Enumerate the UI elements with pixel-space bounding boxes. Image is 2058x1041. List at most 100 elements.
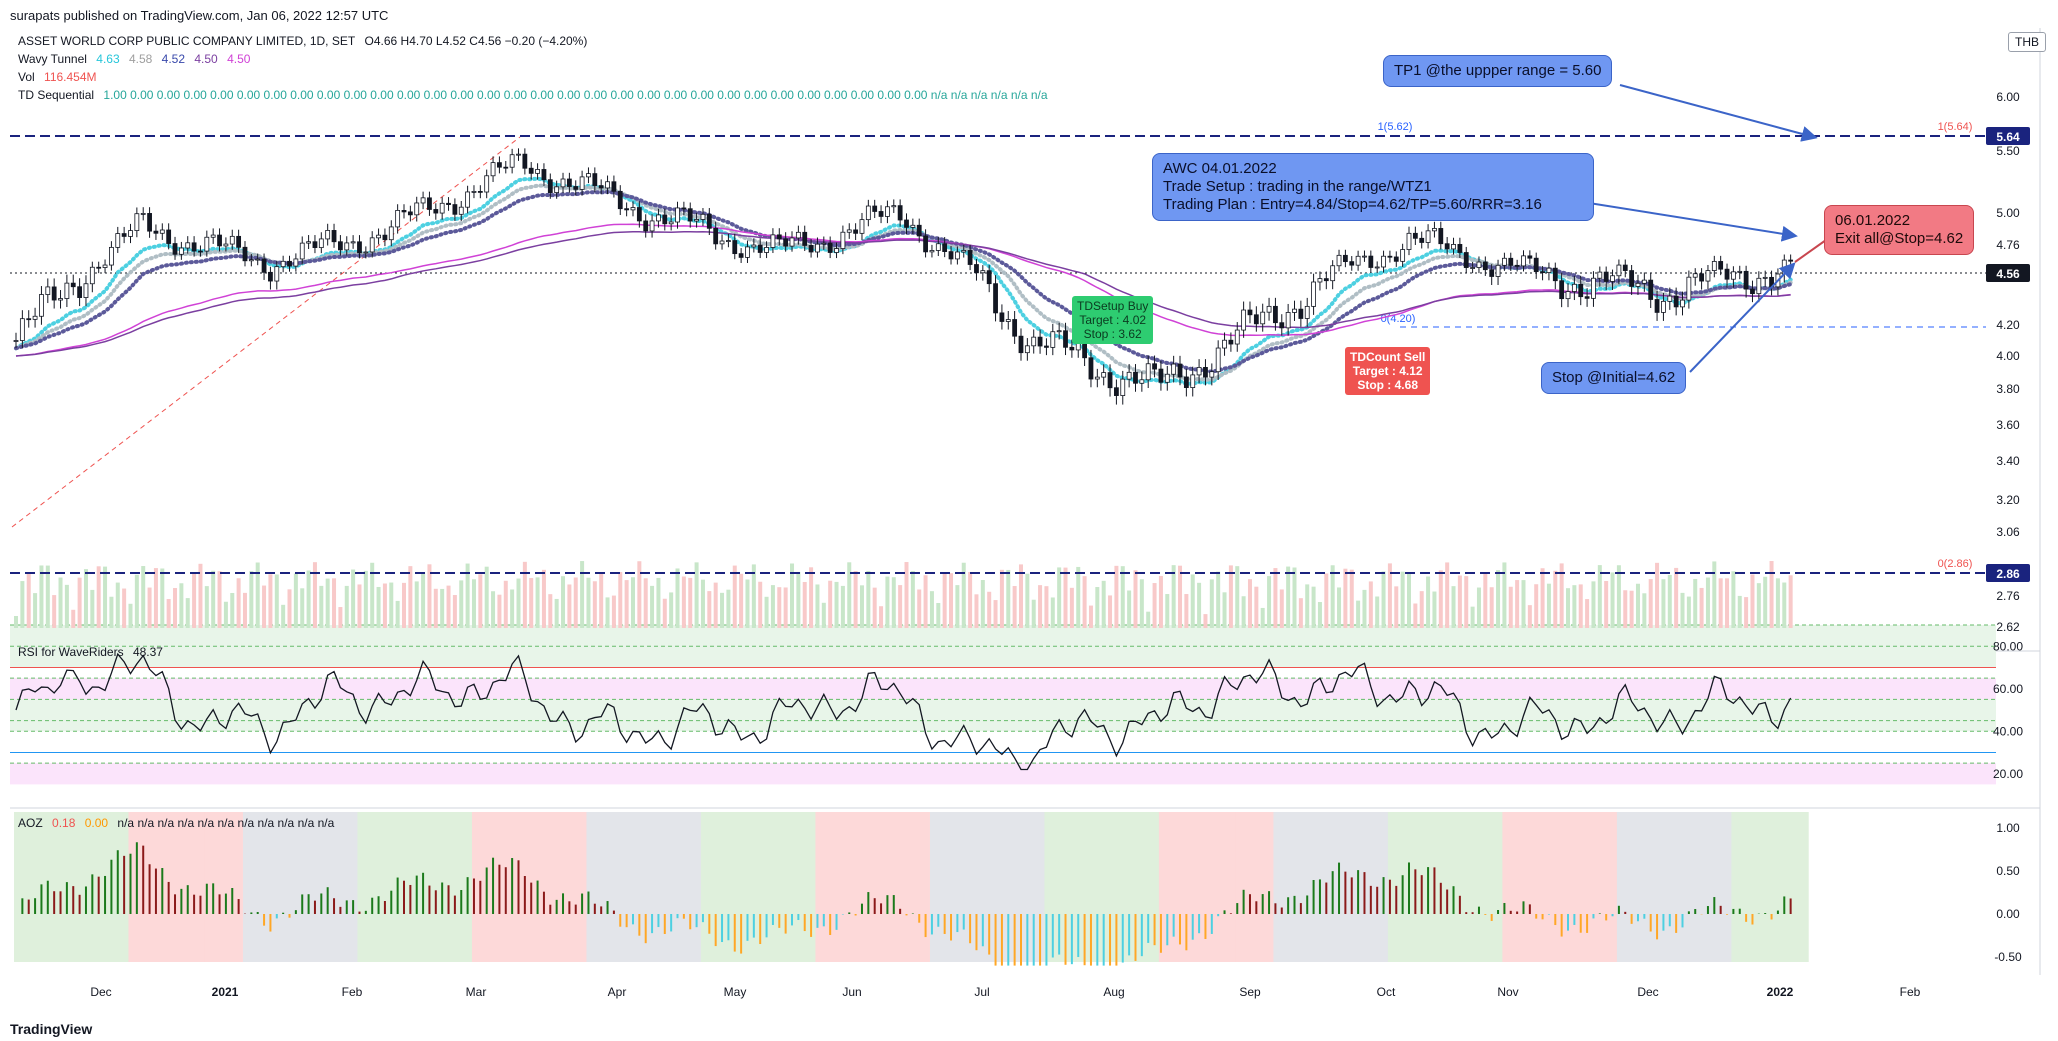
volume-bar bbox=[1337, 587, 1342, 628]
candle-body bbox=[853, 229, 859, 234]
volume-bar bbox=[548, 594, 553, 628]
vol-label: Vol bbox=[18, 70, 35, 84]
volume-bar bbox=[1139, 579, 1144, 628]
volume-bar bbox=[573, 577, 578, 628]
rsi-tick-label: 20.00 bbox=[1993, 767, 2023, 781]
volume-bar bbox=[300, 588, 305, 628]
volume-bar bbox=[192, 572, 197, 628]
vol-legend[interactable]: Vol 116.454M bbox=[18, 70, 103, 84]
candle-body bbox=[128, 230, 133, 237]
volume-bar bbox=[236, 578, 241, 628]
volume-bar bbox=[1750, 574, 1755, 628]
candle-body bbox=[516, 153, 521, 156]
volume-bar bbox=[1171, 565, 1176, 628]
tdsetup-buy-tag[interactable]: TDSetup Buy Target : 4.02 Stop : 3.62 bbox=[1072, 296, 1154, 344]
td-legend[interactable]: TD Sequential 1.00 0.00 0.00 0.00 0.00 0… bbox=[18, 88, 1054, 102]
stop-note[interactable]: Stop @Initial=4.62 bbox=[1541, 362, 1687, 394]
candle-body bbox=[388, 226, 394, 241]
candle-body bbox=[1641, 279, 1647, 284]
tradingview-logo[interactable]: TradingView bbox=[10, 1021, 93, 1037]
volume-bar bbox=[1165, 594, 1170, 628]
volume-bar bbox=[1699, 587, 1704, 628]
volume-bar bbox=[325, 578, 330, 628]
volume-bar bbox=[173, 588, 178, 628]
candle-body bbox=[745, 246, 750, 258]
tdcount-sell-tag[interactable]: TDCount Sell Target : 4.12 Stop : 4.68 bbox=[1345, 347, 1431, 395]
volume-bar bbox=[790, 563, 795, 628]
candle-body bbox=[694, 219, 699, 222]
candle-body bbox=[1133, 371, 1138, 384]
candle-body bbox=[1591, 277, 1596, 299]
candle-body bbox=[1724, 268, 1730, 280]
aoz-zone bbox=[52, 812, 92, 962]
volume-bar bbox=[1470, 606, 1475, 628]
price-tick-label: 3.06 bbox=[1996, 525, 2020, 539]
rsi-label: RSI for WaveRiders bbox=[18, 645, 124, 659]
volume-bar bbox=[1095, 587, 1100, 628]
volume-bar bbox=[1725, 578, 1730, 628]
candle-body bbox=[738, 253, 744, 258]
volume-bar bbox=[1686, 596, 1691, 628]
volume-bar bbox=[1235, 566, 1240, 628]
price-tick-label: 4.20 bbox=[1996, 318, 2020, 332]
candle-body bbox=[999, 312, 1005, 322]
currency-badge[interactable]: THB bbox=[2008, 32, 2046, 52]
candle-body bbox=[376, 234, 381, 239]
candle-body bbox=[1050, 331, 1056, 348]
tunnel-line-3 bbox=[14, 190, 1793, 374]
candle-body bbox=[1234, 329, 1240, 345]
candle-body bbox=[217, 234, 222, 247]
volume-bar bbox=[758, 581, 763, 628]
candle-body bbox=[1349, 261, 1355, 266]
tp1-note[interactable]: TP1 @the uppper range = 5.60 bbox=[1383, 55, 1613, 87]
candle-body bbox=[1330, 265, 1336, 282]
candle-body bbox=[19, 318, 25, 341]
wavy-legend[interactable]: Wavy Tunnel 4.63 4.58 4.52 4.50 4.50 bbox=[18, 52, 256, 66]
aoz-zone bbox=[1006, 812, 1046, 962]
volume-bar bbox=[1267, 576, 1272, 628]
volume-bar bbox=[637, 561, 642, 628]
price-tick-label: 4.00 bbox=[1996, 349, 2020, 363]
tdcount-line-3: Stop : 4.68 bbox=[1357, 378, 1418, 392]
candle-body bbox=[611, 181, 617, 192]
candle-body bbox=[1756, 277, 1762, 295]
exit-note[interactable]: 06.01.2022 Exit all@Stop=4.62 bbox=[1824, 205, 1975, 255]
aoz-zone bbox=[471, 812, 512, 962]
candle-body bbox=[1622, 264, 1628, 271]
rsi-legend[interactable]: RSI for WaveRiders 48.37 bbox=[18, 645, 169, 659]
volume-bar bbox=[592, 581, 597, 628]
candle-body bbox=[649, 220, 655, 232]
candle-body bbox=[1552, 267, 1558, 282]
candle-body bbox=[299, 242, 305, 260]
volume-bar bbox=[1305, 584, 1310, 628]
volume-bar bbox=[586, 577, 591, 628]
volume-bar bbox=[1553, 570, 1558, 628]
candle-body bbox=[1260, 311, 1266, 325]
tdcount-line-2: Target : 4.12 bbox=[1352, 364, 1423, 378]
aoz-zone bbox=[433, 812, 473, 962]
volume-bar bbox=[255, 562, 260, 628]
candle-body bbox=[1222, 339, 1227, 349]
candle-body bbox=[427, 197, 432, 210]
aoz-legend[interactable]: AOZ 0.18 0.00 n/a n/a n/a n/a n/a n/a n/… bbox=[18, 816, 340, 830]
volume-bar bbox=[1597, 565, 1602, 628]
volume-bar bbox=[993, 600, 998, 628]
candle-body bbox=[751, 244, 757, 248]
candle-body bbox=[1451, 244, 1456, 250]
volume-bar bbox=[802, 581, 807, 628]
candle-body bbox=[1126, 371, 1132, 380]
volume-bar bbox=[605, 597, 610, 628]
volume-bar bbox=[115, 582, 120, 628]
volume-bar bbox=[694, 562, 699, 628]
volume-bar bbox=[357, 584, 362, 628]
candle-body bbox=[414, 202, 420, 216]
aoz-zone bbox=[510, 812, 550, 962]
volume-bar bbox=[1387, 563, 1392, 628]
volume-bar bbox=[351, 569, 356, 628]
aoz-label: AOZ bbox=[18, 816, 43, 830]
price-tick-label: 4.76 bbox=[1996, 238, 2020, 252]
trade-plan-note[interactable]: AWC 04.01.2022 Trade Setup : trading in … bbox=[1152, 153, 1594, 221]
candle-body bbox=[910, 224, 916, 228]
candle-body bbox=[1056, 330, 1062, 333]
